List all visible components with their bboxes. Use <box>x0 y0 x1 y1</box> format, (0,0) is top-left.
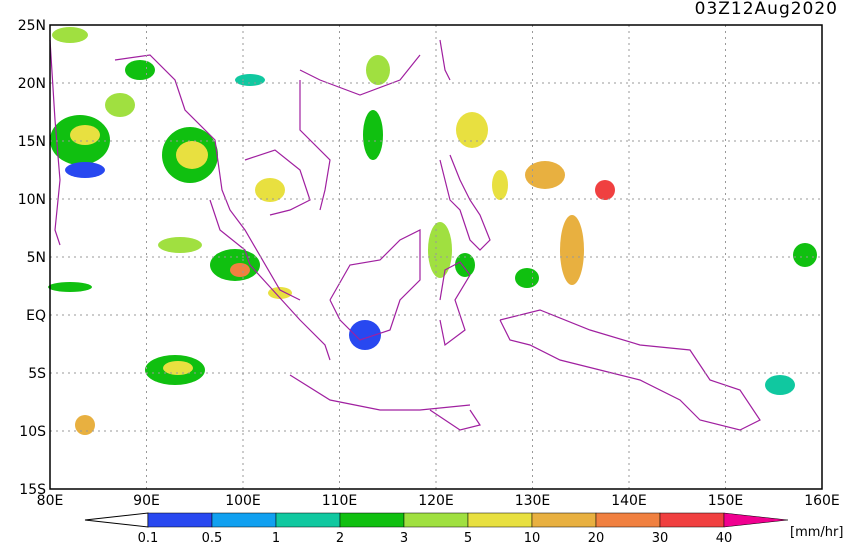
lon-label: 80E <box>37 493 64 509</box>
lon-label: 100E <box>225 493 261 509</box>
lat-label: 5N <box>27 250 46 266</box>
lon-label: 90E <box>133 493 160 509</box>
colorbar-bin <box>595 512 661 528</box>
lon-label: 110E <box>322 493 358 509</box>
lat-label: 10N <box>18 192 46 208</box>
colorbar-bin <box>403 512 469 528</box>
lon-label: 150E <box>708 493 744 509</box>
colorbar-label: 0.5 <box>202 531 223 544</box>
map-frame <box>49 24 823 490</box>
colorbar-high-end <box>723 512 789 528</box>
lat-label: 15N <box>18 134 46 150</box>
lat-label: EQ <box>26 308 46 324</box>
colorbar-label: 40 <box>716 531 733 544</box>
grid <box>49 24 823 490</box>
colorbar-label: 1 <box>272 531 280 544</box>
map-title: 03Z12Aug2020 <box>695 0 838 19</box>
colorbar-bin <box>211 512 277 528</box>
lon-label: 140E <box>611 493 647 509</box>
colorbar-bin <box>147 512 213 528</box>
colorbar-low-end <box>84 512 149 528</box>
colorbar-bin <box>531 512 597 528</box>
colorbar-label: 5 <box>464 531 472 544</box>
colorbar-bin <box>275 512 341 528</box>
colorbar-label: 20 <box>588 531 605 544</box>
lat-label: 5S <box>28 366 46 382</box>
colorbar-bin <box>339 512 405 528</box>
colorbar <box>84 512 789 528</box>
colorbar-bin <box>467 512 533 528</box>
lat-label: 15S <box>19 482 46 498</box>
colorbar-label: 0.1 <box>138 531 159 544</box>
colorbar-label: 10 <box>524 531 541 544</box>
lat-label: 20N <box>18 76 46 92</box>
lat-label: 10S <box>19 424 46 440</box>
coastlines <box>49 39 761 431</box>
lon-label: 160E <box>804 493 840 509</box>
colorbar-bin <box>659 512 725 528</box>
lon-label: 120E <box>418 493 454 509</box>
colorbar-label: 2 <box>336 531 344 544</box>
rain-patches <box>48 27 817 435</box>
colorbar-label: 30 <box>652 531 669 544</box>
lat-label: 25N <box>18 18 46 34</box>
colorbar-unit: [mm/hr] <box>790 525 843 540</box>
colorbar-label: 3 <box>400 531 408 544</box>
lon-label: 130E <box>515 493 551 509</box>
